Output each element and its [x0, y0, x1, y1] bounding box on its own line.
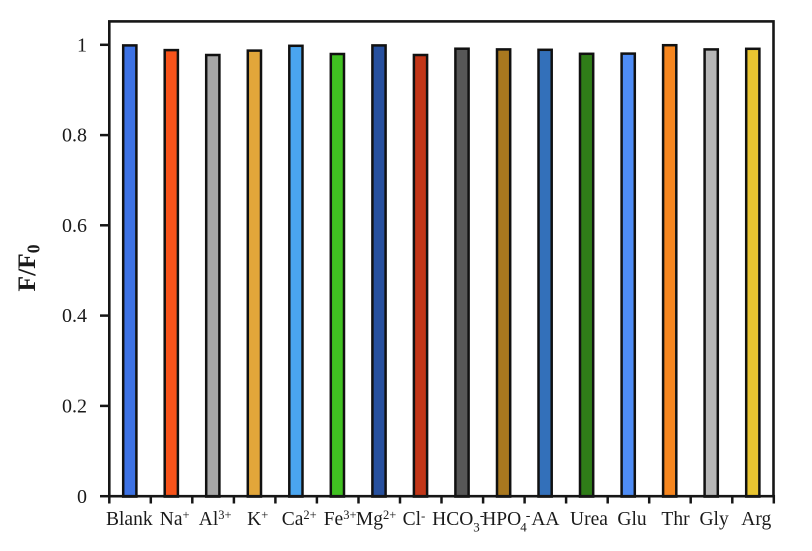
- svg-text:AA: AA: [531, 509, 559, 530]
- svg-text:Thr: Thr: [661, 509, 690, 530]
- svg-text:1: 1: [77, 34, 87, 56]
- svg-text:Gly: Gly: [699, 509, 729, 530]
- svg-text:Blank: Blank: [106, 509, 153, 530]
- svg-text:Arg: Arg: [741, 509, 771, 530]
- svg-text:0.6: 0.6: [62, 215, 87, 237]
- svg-text:Urea: Urea: [570, 509, 608, 530]
- svg-text:Cl-: Cl-: [403, 508, 426, 530]
- svg-text:0.4: 0.4: [62, 305, 87, 327]
- svg-text:0: 0: [77, 486, 87, 508]
- svg-text:Na+: Na+: [160, 508, 190, 530]
- svg-text:Glu: Glu: [617, 509, 647, 530]
- svg-text:0.2: 0.2: [62, 396, 87, 418]
- svg-text:0.8: 0.8: [62, 125, 87, 147]
